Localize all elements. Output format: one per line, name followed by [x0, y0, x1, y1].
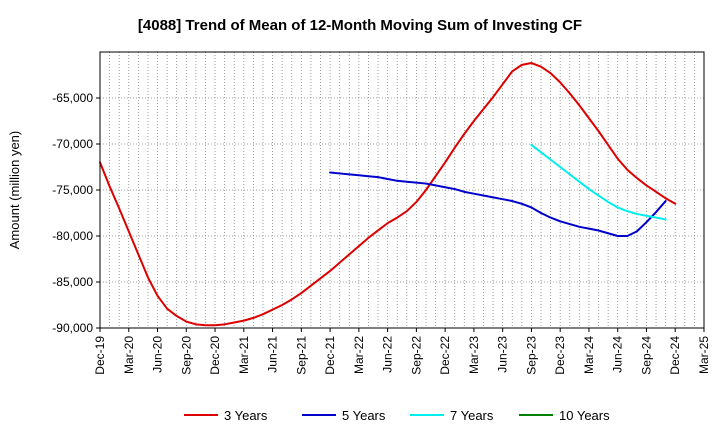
series-line-7-years — [530, 143, 667, 221]
y-tick-label: -80,000 — [52, 229, 93, 243]
x-ticks: Dec-19 Mar-20 Jun-20 Sep-20 Dec-20 Mar-21 Jun-… — [93, 328, 711, 375]
legend: 3 Years 5 Years 7 Years 10 Years — [184, 408, 610, 423]
x-tick-label: Mar-22 — [352, 336, 366, 374]
y-ticks: -90,000 -85,000 -80,000 -75,000 -70,000 -65,0… — [52, 91, 100, 335]
y-tick-label: -75,000 — [52, 183, 93, 197]
x-tick-label: Dec-20 — [208, 336, 222, 375]
x-tick-label: Sep-21 — [294, 336, 308, 375]
x-tick-label: Dec-22 — [438, 336, 452, 375]
x-tick-label: Jun-24 — [611, 336, 625, 373]
grid — [100, 52, 704, 329]
x-tick-label: Mar-25 — [697, 336, 711, 374]
x-tick-label: Mar-23 — [467, 336, 481, 374]
x-tick-label: Mar-21 — [237, 336, 251, 374]
plot-area — [100, 52, 704, 328]
x-tick-label: Dec-21 — [323, 336, 337, 375]
x-tick-label: Jun-21 — [266, 336, 280, 373]
y-tick-label: -85,000 — [52, 275, 93, 289]
x-tick-label: Dec-24 — [668, 336, 682, 375]
x-tick-label: Jun-20 — [151, 336, 165, 373]
x-tick-label: Sep-24 — [639, 336, 653, 375]
x-tick-label: Mar-24 — [582, 336, 596, 374]
legend-label: 10 Years — [559, 408, 610, 423]
y-tick-label: -90,000 — [52, 321, 93, 335]
y-axis-label: Amount (million yen) — [7, 131, 22, 250]
x-tick-label: Dec-23 — [553, 336, 567, 375]
series-line-5-years — [329, 171, 667, 237]
x-tick-label: Sep-20 — [179, 336, 193, 375]
legend-label: 5 Years — [342, 408, 386, 423]
x-tick-label: Sep-23 — [524, 336, 538, 375]
legend-label: 3 Years — [224, 408, 268, 423]
series-line-3-years — [99, 62, 677, 327]
x-tick-label: Jun-22 — [381, 336, 395, 373]
y-tick-label: -65,000 — [52, 91, 93, 105]
x-tick-label: Sep-22 — [409, 336, 423, 375]
legend-label: 7 Years — [450, 408, 494, 423]
y-tick-label: -70,000 — [52, 137, 93, 151]
series-group — [99, 62, 677, 327]
x-tick-label: Dec-19 — [93, 336, 107, 375]
x-tick-label: Jun-23 — [496, 336, 510, 373]
chart-title: [4088] Trend of Mean of 12-Month Moving … — [138, 17, 582, 34]
x-tick-label: Mar-20 — [122, 336, 136, 374]
